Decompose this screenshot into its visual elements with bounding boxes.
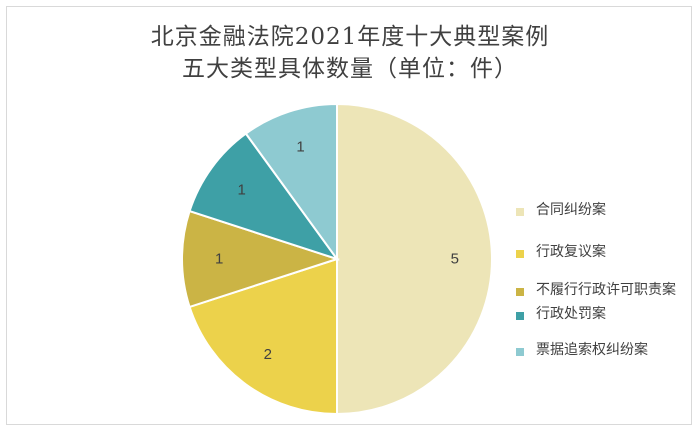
- legend-label: 票据追索权纠纷案: [536, 342, 648, 358]
- pie-slice: [188, 132, 340, 261]
- slice-data-label: 1: [215, 251, 223, 268]
- chart-subtitle: 五大类型具体数量（单位：件）: [182, 56, 518, 82]
- pie-slice: [188, 257, 338, 416]
- legend-item: 不履行行政许可职责案: [516, 282, 686, 298]
- legend: 合同纠纷案 行政复议案 不履行行政许可职责案 行政处罚案 票据追索权纠纷案: [516, 202, 696, 358]
- legend-label: 不履行行政许可职责案: [536, 282, 676, 298]
- legend-item: 行政处罚案: [516, 306, 696, 322]
- legend-swatch: [516, 288, 524, 296]
- legend-swatch: [516, 312, 524, 320]
- pie-slice: [181, 209, 341, 309]
- slice-data-label: 5: [451, 251, 459, 268]
- legend-label: 行政复议案: [536, 244, 606, 260]
- legend-swatch: [516, 250, 524, 258]
- pie-slice: [336, 102, 493, 416]
- legend-item: 合同纠纷案: [516, 202, 696, 218]
- legend-item: 票据追索权纠纷案: [516, 342, 696, 358]
- slice-data-label: 1: [296, 138, 304, 155]
- slice-data-label: 1: [238, 181, 246, 198]
- legend-swatch: [516, 348, 524, 356]
- legend-swatch: [516, 208, 524, 216]
- legend-item: 行政复议案: [516, 244, 696, 260]
- slice-data-label: 2: [264, 346, 272, 363]
- chart-title: 北京金融法院2021年度十大典型案例: [150, 24, 550, 50]
- legend-label: 行政处罚案: [536, 306, 606, 322]
- legend-label: 合同纠纷案: [536, 202, 606, 218]
- pie-slice: [244, 102, 338, 263]
